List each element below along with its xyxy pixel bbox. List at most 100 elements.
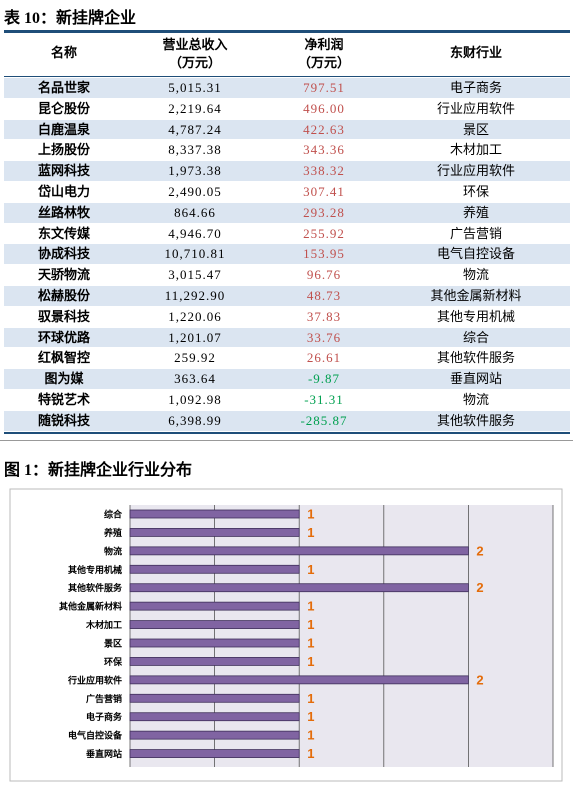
row-bg <box>4 244 570 266</box>
cell: 2,490.05 <box>168 184 222 199</box>
row-bg <box>4 202 570 224</box>
bar <box>129 712 300 722</box>
row-bg <box>4 182 570 203</box>
cell: 6,398.99 <box>168 412 222 428</box>
cell: 153.95 <box>303 246 345 262</box>
y-tick-label: 垂直网站 <box>86 748 122 759</box>
row-bg <box>4 327 570 349</box>
cell: 其他金属新材料 <box>430 288 522 303</box>
cell: 307.41 <box>303 184 345 199</box>
name-cell: 东文传媒 <box>37 225 90 241</box>
cell: 物流 <box>462 267 489 283</box>
bottom-rule <box>4 431 570 434</box>
header-cell: 名称 <box>50 45 77 60</box>
row-bg <box>4 78 570 99</box>
cell: 496.00 <box>303 100 345 116</box>
row-bg <box>4 161 570 182</box>
cell: 行业应用软件 <box>436 100 515 116</box>
bar <box>129 546 469 556</box>
name-cell: 昆仑股份 <box>37 100 90 116</box>
value-label: 1 <box>307 691 314 706</box>
cell: 338.32 <box>303 163 345 179</box>
header-cell: 营业总收入 <box>162 37 228 52</box>
row-bg <box>4 98 570 120</box>
cell: 2,219.64 <box>168 100 222 116</box>
row-bg <box>4 265 570 286</box>
row-bg <box>4 140 570 162</box>
name-cell: 松赫股份 <box>37 288 90 303</box>
row-bg <box>4 286 570 307</box>
row-bg <box>4 223 570 245</box>
cell: 其他软件服务 <box>436 412 515 428</box>
y-tick-label: 电气自控设备 <box>68 730 123 741</box>
cell: 1,201.07 <box>168 329 222 345</box>
cell: 其他软件服务 <box>436 350 515 366</box>
bar <box>129 583 469 593</box>
y-tick-label: 其他金属新材料 <box>59 601 122 612</box>
value-label: 1 <box>307 525 314 540</box>
cell: 4,787.24 <box>168 121 222 137</box>
cell: 景区 <box>462 121 489 137</box>
cell: 3,015.47 <box>168 267 222 283</box>
plot-area <box>130 505 553 767</box>
cell: 293.28 <box>303 204 345 220</box>
name-cell: 名品世家 <box>37 80 90 95</box>
header-cell: 净利润 <box>304 37 344 52</box>
y-tick-label: 其他专用机械 <box>68 564 122 575</box>
cell: 4,946.70 <box>168 225 222 241</box>
cell: -285.87 <box>300 412 348 428</box>
y-tick-label: 景区 <box>104 639 122 649</box>
cell: 电气自控设备 <box>436 246 515 262</box>
name-cell: 协成科技 <box>37 246 90 262</box>
cell: 综合 <box>462 329 489 345</box>
value-label: 2 <box>476 580 483 595</box>
name-cell: 图为媒 <box>44 371 84 387</box>
value-label: 1 <box>307 728 314 743</box>
value-label: 1 <box>307 599 314 614</box>
bar <box>129 528 300 537</box>
y-tick-label: 养殖 <box>103 527 122 538</box>
name-cell: 丝路林牧 <box>37 204 90 220</box>
figure-title: 图 1：新挂牌企业行业分布 <box>4 462 193 479</box>
bar <box>129 564 300 574</box>
name-cell: 特锐艺术 <box>37 392 90 407</box>
name-cell: 蓝网科技 <box>37 163 90 179</box>
cell: 26.61 <box>306 350 342 366</box>
y-tick-label: 综合 <box>104 509 123 520</box>
cell: 环保 <box>462 184 489 199</box>
header-rule <box>4 76 570 77</box>
table-title: 表 10：新挂牌企业 <box>4 10 137 27</box>
value-label: 2 <box>476 543 483 558</box>
cell: 864.66 <box>174 204 216 220</box>
cell: 48.73 <box>306 288 342 303</box>
cell: -31.31 <box>304 392 344 407</box>
y-tick-label: 环保 <box>104 656 123 667</box>
y-tick-label: 其他软件服务 <box>68 582 123 593</box>
table: 名称 营业总收入 （万元） 净利润 （万元） 东财行业 名品世家 5,015.31 797.51… <box>4 33 570 435</box>
bar <box>129 749 300 758</box>
value-label: 1 <box>307 636 314 651</box>
value-label: 1 <box>307 654 314 669</box>
row-bg <box>4 390 570 411</box>
row-bg <box>4 410 570 432</box>
value-label: 1 <box>307 617 314 632</box>
top-rule <box>4 30 570 33</box>
cell: 8,337.38 <box>168 142 222 158</box>
bar <box>129 638 300 648</box>
y-tick-label: 物流 <box>104 545 122 556</box>
cell: 37.83 <box>306 308 342 324</box>
name-cell: 环球优路 <box>37 329 90 345</box>
value-label: 2 <box>476 672 483 687</box>
cell: 259.92 <box>174 350 216 366</box>
name-cell: 岱山电力 <box>37 184 90 199</box>
cell: 33.76 <box>306 329 342 345</box>
cell: 363.64 <box>174 371 216 387</box>
name-cell: 上扬股份 <box>37 142 90 158</box>
cell: 422.63 <box>303 121 345 137</box>
cell: 广告营销 <box>449 225 502 241</box>
name-cell: 驭景科技 <box>37 308 90 324</box>
cell: 1,973.38 <box>168 163 222 179</box>
value-label: 1 <box>307 507 314 522</box>
